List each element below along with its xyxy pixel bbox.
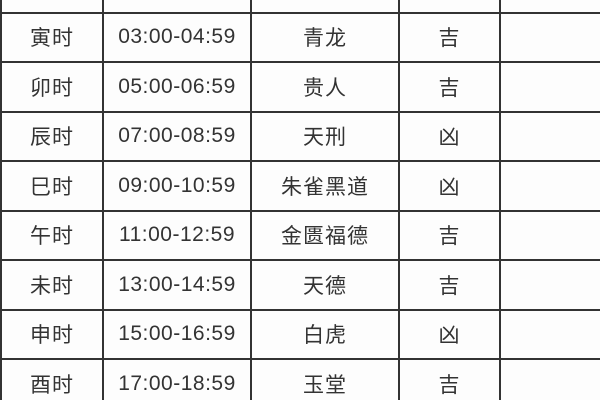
time-range-cell: 17:00-18:59 [102, 358, 252, 400]
time-range-cell: 11:00-12:59 [102, 209, 252, 261]
table-row: 未时 13:00-14:59 天德 吉 [0, 259, 600, 311]
hour-name-cell: 寅时 [0, 11, 104, 63]
cutoff-cell [398, 0, 501, 14]
star-deity-cell: 天刑 [250, 110, 400, 162]
hour-name-cell: 午时 [0, 209, 104, 261]
empty-cell [499, 358, 600, 400]
cutoff-row-top [0, 0, 600, 14]
time-range-cell: 05:00-06:59 [102, 61, 252, 113]
empty-cell [499, 308, 600, 360]
empty-cell [499, 160, 600, 212]
luck-status-cell: 凶 [398, 110, 501, 162]
hour-name-cell: 酉时 [0, 358, 104, 400]
table-row: 酉时 17:00-18:59 玉堂 吉 [0, 358, 600, 400]
luck-status-cell: 吉 [398, 61, 501, 113]
hour-name-cell: 辰时 [0, 110, 104, 162]
table-row: 卯时 05:00-06:59 贵人 吉 [0, 61, 600, 113]
table-row: 巳时 09:00-10:59 朱雀黑道 凶 [0, 160, 600, 212]
cutoff-cell [499, 0, 600, 14]
table-row: 寅时 03:00-04:59 青龙 吉 [0, 11, 600, 63]
star-deity-cell: 白虎 [250, 308, 400, 360]
star-deity-cell: 金匮福德 [250, 209, 400, 261]
luck-status-cell: 吉 [398, 358, 501, 400]
table-row: 申时 15:00-16:59 白虎 凶 [0, 308, 600, 360]
table-row: 辰时 07:00-08:59 天刑 凶 [0, 110, 600, 162]
luck-status-cell: 凶 [398, 308, 501, 360]
table-row: 午时 11:00-12:59 金匮福德 吉 [0, 209, 600, 261]
hour-name-cell: 未时 [0, 259, 104, 311]
time-range-cell: 07:00-08:59 [102, 110, 252, 162]
cutoff-cell [250, 0, 400, 14]
time-range-cell: 03:00-04:59 [102, 11, 252, 63]
cutoff-cell [0, 0, 104, 14]
empty-cell [499, 110, 600, 162]
hour-name-cell: 卯时 [0, 61, 104, 113]
time-range-cell: 15:00-16:59 [102, 308, 252, 360]
luck-status-cell: 吉 [398, 259, 501, 311]
hour-name-cell: 巳时 [0, 160, 104, 212]
time-range-cell: 13:00-14:59 [102, 259, 252, 311]
empty-cell [499, 209, 600, 261]
luck-status-cell: 吉 [398, 209, 501, 261]
luck-status-cell: 吉 [398, 11, 501, 63]
empty-cell [499, 11, 600, 63]
star-deity-cell: 贵人 [250, 61, 400, 113]
empty-cell [499, 259, 600, 311]
time-range-cell: 09:00-10:59 [102, 160, 252, 212]
star-deity-cell: 天德 [250, 259, 400, 311]
cutoff-cell [102, 0, 252, 14]
star-deity-cell: 朱雀黑道 [250, 160, 400, 212]
luck-status-cell: 凶 [398, 160, 501, 212]
hour-name-cell: 申时 [0, 308, 104, 360]
empty-cell [499, 61, 600, 113]
star-deity-cell: 青龙 [250, 11, 400, 63]
star-deity-cell: 玉堂 [250, 358, 400, 400]
